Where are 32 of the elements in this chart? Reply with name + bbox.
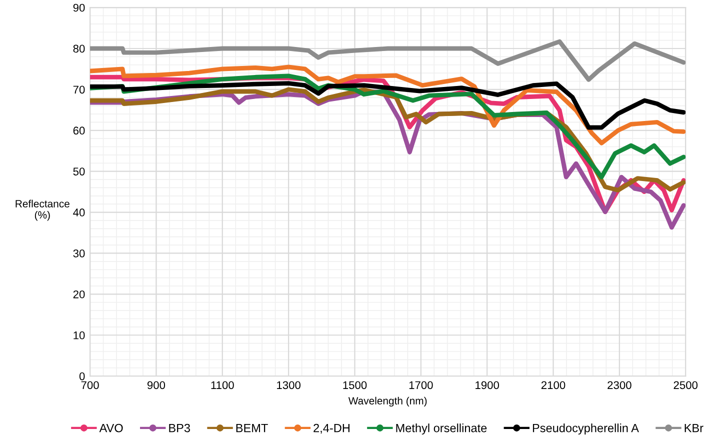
x-tick-label: 2300 xyxy=(608,381,632,390)
legend-label: BP3 xyxy=(169,424,190,432)
y-tick-label: 0 xyxy=(79,372,85,380)
line-series xyxy=(90,64,686,146)
legend-label: KBr xyxy=(684,424,704,432)
y-tick-label: 30 xyxy=(73,249,85,258)
y-tick-label: 40 xyxy=(73,208,85,216)
y-tick-label: 50 xyxy=(73,168,85,176)
legend-label: 2,4-DH xyxy=(314,424,350,434)
line-series xyxy=(90,39,686,82)
x-tick-label: 1500 xyxy=(343,381,367,390)
y-tick-label: 70 xyxy=(73,86,85,94)
x-tick-label: 1300 xyxy=(277,381,300,390)
y-axis-title: Reflectance (%) xyxy=(16,200,70,221)
y-tick-label: 60 xyxy=(73,126,85,135)
x-tick-label: 2100 xyxy=(541,381,566,390)
x-axis-title: Wavelength (nm) xyxy=(348,396,427,407)
x-tick-label: 1900 xyxy=(476,381,500,390)
x-tick-label: 900 xyxy=(147,381,166,390)
x-tick-label: 700 xyxy=(81,381,99,390)
y-tick-label: 10 xyxy=(74,331,85,340)
legend-label: AVO xyxy=(99,424,123,432)
x-tick-label: 1100 xyxy=(211,381,234,390)
legend-label: Methyl orsellinate xyxy=(396,424,487,435)
x-tick-label: 2500 xyxy=(674,381,698,390)
y-tick-label: 80 xyxy=(73,44,85,53)
legend-label: BEMT xyxy=(236,424,268,432)
x-tick-label: 1700 xyxy=(409,381,433,390)
y-tick-label: 90 xyxy=(73,4,85,12)
legend-label: Pseudocypherellin A xyxy=(532,424,639,435)
y-tick-label: 20 xyxy=(73,290,85,298)
line-series xyxy=(90,81,686,130)
